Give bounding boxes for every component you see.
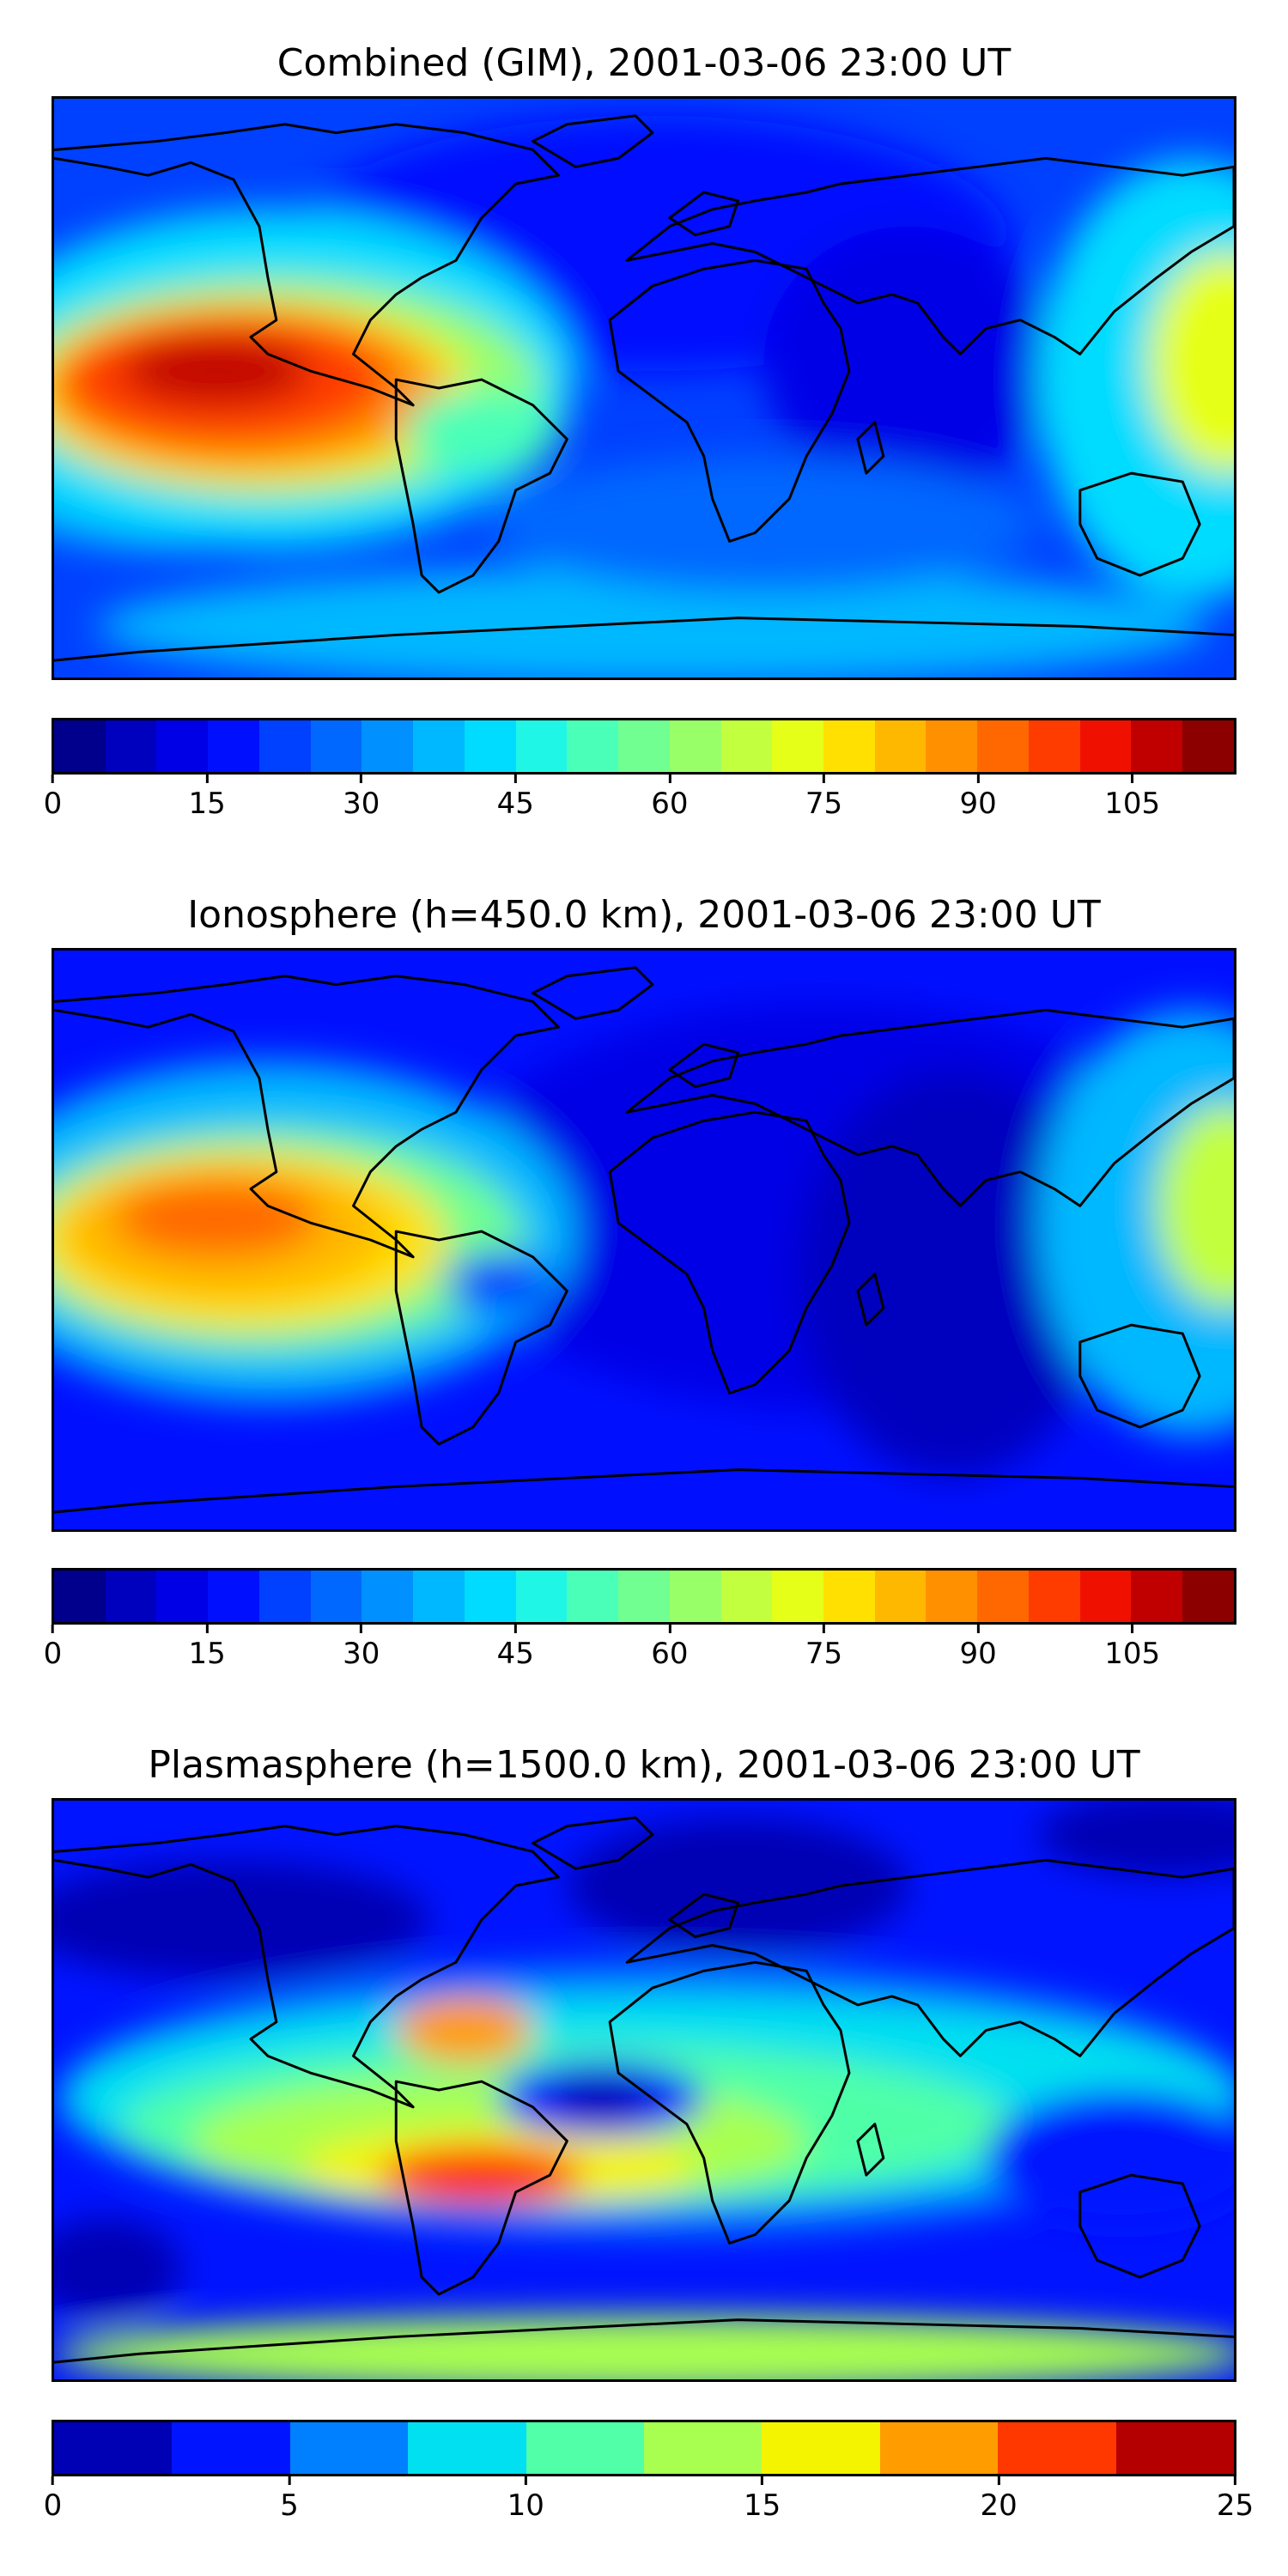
colorbar-segment	[105, 720, 157, 772]
colorbar-tick-label: 25	[1217, 2476, 1254, 2523]
colorbar-segment	[310, 720, 362, 772]
colorbar-segment	[464, 1571, 516, 1622]
colorbar-segment	[105, 1571, 157, 1622]
colorbar-segment	[720, 1571, 773, 1622]
colorbar-tick-label: 20	[980, 2476, 1017, 2523]
colorbar-segment	[567, 1571, 619, 1622]
panel-title-combined: Combined (GIM), 2001-03-06 23:00 UT	[276, 41, 1012, 85]
colorbar-ticks-ionosphere: 0 15 30 45 60 75 90 105	[44, 1625, 1236, 1676]
colorbar-ticks-plasmasphere: 0 5 10 15 20 25	[44, 2476, 1254, 2528]
colorbar-segment	[413, 720, 465, 772]
colorbar-segment	[669, 720, 721, 772]
colorbar-tick-label: 105	[1104, 775, 1160, 821]
colorbar-tick-label: 45	[497, 1625, 534, 1671]
colorbar-segment	[1182, 1571, 1234, 1622]
coastlines	[54, 1816, 1234, 2364]
colorbar-segment	[977, 1571, 1029, 1622]
tec-map-combined	[54, 99, 1234, 677]
colorbar-tick-label: 15	[744, 2476, 781, 2523]
colorbar-segment	[526, 2422, 645, 2474]
colorbar-segment	[1079, 720, 1132, 772]
colorbar-tick-label: 45	[497, 775, 534, 821]
colorbar-tick-label: 0	[44, 2476, 63, 2523]
colorbar-segment	[618, 720, 670, 772]
colorbar-segment	[1028, 720, 1080, 772]
tec-map-plasmasphere	[54, 1801, 1234, 2379]
colorbar-segment	[1131, 1571, 1183, 1622]
colorbar-tick-label: 5	[280, 2476, 299, 2523]
colorbar-segment	[172, 2422, 290, 2474]
colorbar-segment	[54, 720, 106, 772]
colorbar-tick-label: 15	[188, 1625, 225, 1671]
coastlines	[54, 114, 1234, 662]
colorbar-segment	[1131, 720, 1183, 772]
colorbar-segment	[310, 1571, 362, 1622]
colorbar-segment	[926, 1571, 978, 1622]
colorbar-segment	[1028, 1571, 1080, 1622]
colorbar-segment	[720, 720, 773, 772]
colorbar-tick-label: 105	[1104, 1625, 1160, 1671]
colorbar-tick-label: 30	[343, 775, 380, 821]
colorbar-tick-label: 10	[507, 2476, 544, 2523]
colorbar-ticks-combined: 0 15 30 45 60 75 90 105	[44, 775, 1236, 826]
colorbar-segment	[1182, 720, 1234, 772]
colorbar-segment	[977, 720, 1029, 772]
colorbar-tick-label: 0	[44, 1625, 63, 1671]
panel-title-ionosphere: Ionosphere (h=450.0 km), 2001-03-06 23:0…	[187, 893, 1101, 937]
colorbar-segment	[515, 720, 568, 772]
colorbar-tick-label: 15	[188, 775, 225, 821]
colorbar-segment	[208, 1571, 259, 1622]
colorbar-segment	[874, 1571, 927, 1622]
colorbar-segment	[1079, 1571, 1132, 1622]
colorbar-combined	[52, 718, 1236, 775]
colorbar-segment	[54, 2422, 173, 2474]
colorbar-segment	[669, 1571, 721, 1622]
colorbar-tick-label: 90	[960, 1625, 997, 1671]
panel-title-plasmasphere: Plasmasphere (h=1500.0 km), 2001-03-06 2…	[148, 1743, 1140, 1787]
colorbar-segment	[1115, 2422, 1235, 2474]
colorbar-segment	[156, 720, 209, 772]
colorbar-segment	[289, 2422, 409, 2474]
colorbar-segment	[408, 2422, 526, 2474]
colorbar-segment	[156, 1571, 209, 1622]
tec-map-ionosphere	[54, 951, 1234, 1529]
colorbar-segment	[644, 2422, 762, 2474]
colorbar-tick-label: 75	[805, 1625, 842, 1671]
colorbar-tick-label: 60	[651, 1625, 688, 1671]
colorbar-tick-label: 0	[44, 775, 63, 821]
colorbar-tick-label: 90	[960, 775, 997, 821]
colorbar-segment	[874, 720, 927, 772]
colorbar-segment	[772, 1571, 824, 1622]
colorbar-segment	[926, 720, 978, 772]
colorbar-segment	[618, 1571, 670, 1622]
colorbar-segment	[208, 720, 259, 772]
colorbar-tick-label: 75	[805, 775, 842, 821]
colorbar-segment	[879, 2422, 999, 2474]
colorbar-ionosphere	[52, 1568, 1236, 1625]
colorbar-segment	[823, 1571, 875, 1622]
colorbar-segment	[567, 720, 619, 772]
colorbar-segment	[258, 720, 311, 772]
colorbar-segment	[258, 1571, 311, 1622]
coastlines	[54, 966, 1234, 1514]
colorbar-tick-label: 30	[343, 1625, 380, 1671]
colorbar-segment	[772, 720, 824, 772]
colorbar-plasmasphere	[52, 2420, 1236, 2476]
colorbar-tick-label: 60	[651, 775, 688, 821]
colorbar-segment	[998, 2422, 1116, 2474]
map-plasmasphere	[52, 1798, 1236, 2382]
colorbar-segment	[823, 720, 875, 772]
colorbar-segment	[762, 2422, 880, 2474]
map-ionosphere	[52, 948, 1236, 1532]
colorbar-segment	[361, 1571, 414, 1622]
colorbar-segment	[54, 1571, 106, 1622]
colorbar-segment	[413, 1571, 465, 1622]
colorbar-segment	[515, 1571, 568, 1622]
colorbar-segment	[464, 720, 516, 772]
colorbar-segment	[361, 720, 414, 772]
map-combined	[52, 96, 1236, 680]
